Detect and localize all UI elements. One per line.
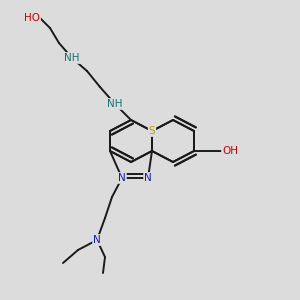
Text: N: N bbox=[144, 173, 152, 183]
Text: S: S bbox=[149, 126, 155, 136]
Text: N: N bbox=[118, 173, 126, 183]
Text: OH: OH bbox=[222, 146, 238, 156]
Text: NH: NH bbox=[107, 99, 123, 109]
Text: NH: NH bbox=[64, 53, 80, 63]
Text: HO: HO bbox=[24, 13, 40, 23]
Text: N: N bbox=[93, 235, 101, 245]
